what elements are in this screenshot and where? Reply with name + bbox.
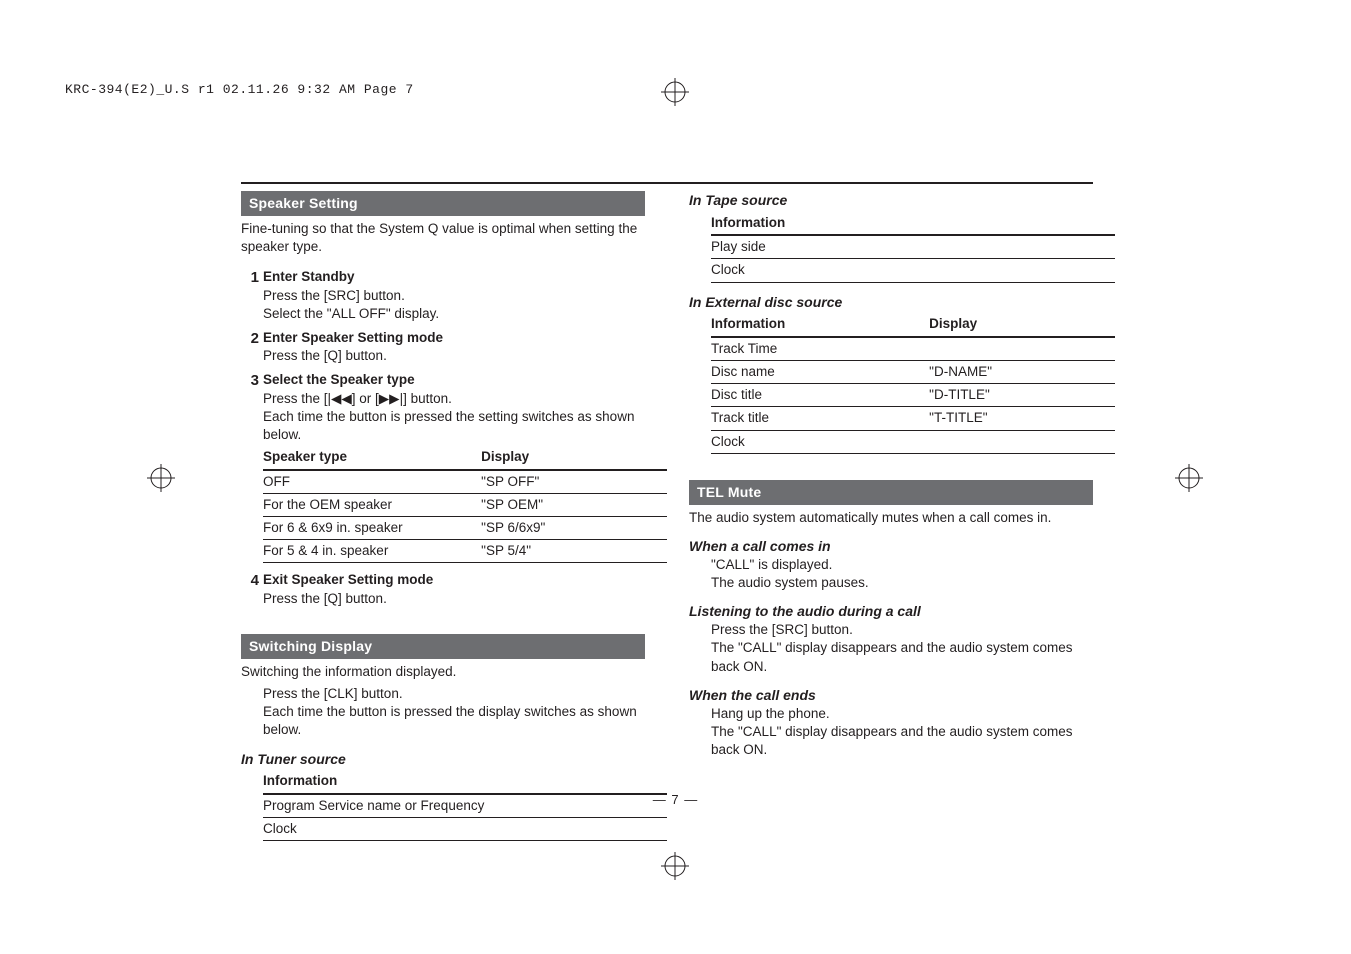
td [929,337,1115,361]
switching-l2: Each time the button is pressed the disp… [263,703,645,739]
tape-table: Information Play side Clock [711,212,1115,283]
reg-mark-right [1175,464,1203,492]
step-text: Press the [|◀◀] or [▶▶|] button. [263,390,645,408]
th: Speaker type [263,446,481,469]
th: Information [711,313,929,336]
td: "SP OEM" [481,493,667,516]
step-text: Press the [SRC] button. [263,287,645,305]
reg-mark-left [147,464,175,492]
step-4: 4 Exit Speaker Setting mode Press the [Q… [241,571,645,607]
step-text: Each time the button is pressed the sett… [263,408,645,444]
step-num: 3 [241,371,263,444]
td: "D-NAME" [929,360,1115,383]
step-text: Select the "ALL OFF" display. [263,305,645,323]
step-title: Exit Speaker Setting mode [263,571,645,589]
th: Display [481,446,667,469]
td: "T-TITLE" [929,407,1115,430]
right-column: In Tape source Information Play side Clo… [689,191,1093,841]
td: Clock [263,817,667,840]
section-bar-telmute: TEL Mute [689,480,1093,505]
td: "SP OFF" [481,470,667,494]
when-call-l2: The audio system pauses. [711,574,1093,592]
td: Disc name [711,360,929,383]
disc-table: InformationDisplay Track Time Disc name"… [711,313,1115,453]
step-text: Press the [Q] button. [263,590,645,608]
step-num: 2 [241,329,263,365]
page-top-rule [241,182,1093,184]
when-call-head: When a call comes in [689,537,1093,556]
speaker-intro: Fine-tuning so that the System Q value i… [241,220,645,256]
tuner-source-head: In Tuner source [241,750,645,769]
listening-l1: Press the [SRC] button. [711,621,1093,639]
td: Track title [711,407,929,430]
listening-l2: The "CALL" display disappears and the au… [711,639,1093,675]
td: Disc title [711,384,929,407]
step-title: Enter Speaker Setting mode [263,329,645,347]
step-1: 1 Enter Standby Press the [SRC] button. … [241,268,645,323]
call-ends-l2: The "CALL" display disappears and the au… [711,723,1093,759]
td: "SP 6/6x9" [481,516,667,539]
td: OFF [263,470,481,494]
reg-mark-bottom [661,852,689,880]
switching-l1: Press the [CLK] button. [263,685,645,703]
td: For 6 & 6x9 in. speaker [263,516,481,539]
section-bar-speaker: Speaker Setting [241,191,645,216]
step-num: 1 [241,268,263,323]
page-content: Speaker Setting Fine-tuning so that the … [241,191,1093,841]
td: "SP 5/4" [481,540,667,563]
step-text: Press the [Q] button. [263,347,645,365]
reg-mark-top [661,78,689,106]
td: Clock [711,430,929,453]
tape-source-head: In Tape source [689,191,1093,210]
page-number: — 7 — [0,792,1351,807]
listening-head: Listening to the audio during a call [689,602,1093,621]
step-2: 2 Enter Speaker Setting mode Press the [… [241,329,645,365]
left-column: Speaker Setting Fine-tuning so that the … [241,191,645,841]
step-3: 3 Select the Speaker type Press the [|◀◀… [241,371,645,444]
td: "D-TITLE" [929,384,1115,407]
th: Information [711,212,1115,235]
td: Clock [711,259,1115,282]
section-bar-switching: Switching Display [241,634,645,659]
call-ends-head: When the call ends [689,686,1093,705]
speaker-table: Speaker typeDisplay OFF"SP OFF" For the … [263,446,667,563]
when-call-l1: "CALL" is displayed. [711,556,1093,574]
call-ends-l1: Hang up the phone. [711,705,1093,723]
td: For 5 & 4 in. speaker [263,540,481,563]
step-title: Select the Speaker type [263,371,645,389]
td [929,430,1115,453]
th: Display [929,313,1115,336]
td: For the OEM speaker [263,493,481,516]
telmute-intro: The audio system automatically mutes whe… [689,509,1093,527]
step-title: Enter Standby [263,268,645,286]
th: Information [263,770,667,793]
print-header: KRC-394(E2)_U.S r1 02.11.26 9:32 AM Page… [65,82,414,97]
step-num: 4 [241,571,263,607]
td: Track Time [711,337,929,361]
disc-source-head: In External disc source [689,293,1093,312]
switching-intro: Switching the information displayed. [241,663,645,681]
td: Play side [711,235,1115,259]
